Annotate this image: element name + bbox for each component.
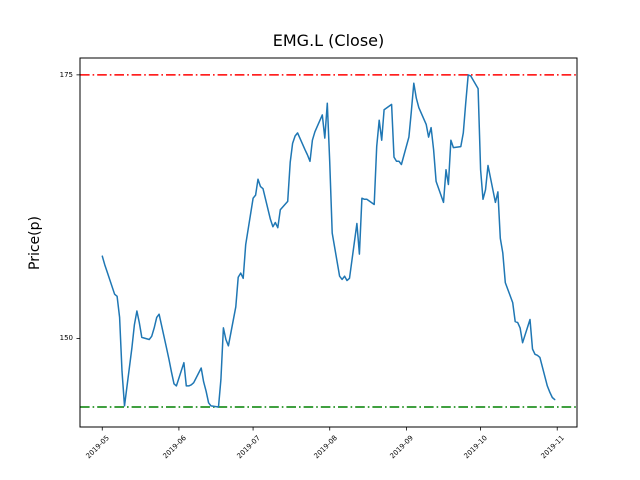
y-tick-label: 175	[59, 70, 73, 79]
close-price-line	[101, 74, 556, 408]
chart-title: EMG.L (Close)	[272, 31, 385, 50]
y-tick-label: 150	[59, 334, 73, 343]
axes-border	[79, 57, 578, 428]
